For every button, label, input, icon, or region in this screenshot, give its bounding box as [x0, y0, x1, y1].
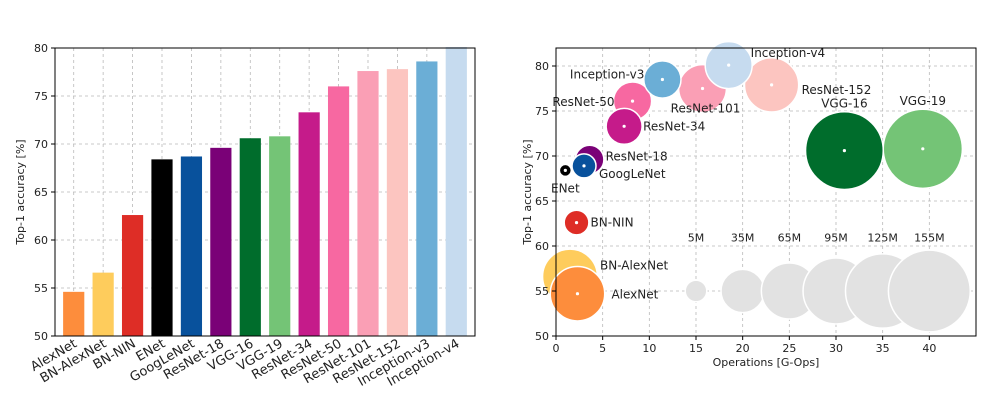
bubble-label: BN-AlexNet — [600, 259, 668, 273]
bubble-x-tick-label: 25 — [782, 342, 796, 355]
bubble-x-tick-label: 15 — [689, 342, 703, 355]
bubble-x-tick-label: 20 — [736, 342, 750, 355]
bubble-label: ResNet-152 — [802, 83, 872, 97]
bubble-x-tick-label: 10 — [642, 342, 656, 355]
bubble-center-dot — [630, 99, 635, 103]
bubble-label: ResNet-50 — [552, 95, 614, 109]
bubble-label: ResNet-18 — [606, 150, 668, 164]
bar-chart-bars — [63, 47, 467, 337]
bubble-y-tick-label: 75 — [535, 105, 549, 118]
bubble-center-dot — [563, 168, 567, 172]
bar-y-tick-label: 80 — [34, 42, 48, 55]
bubble-x-tick-label: 5 — [599, 342, 606, 355]
bar-resnet-34 — [298, 112, 320, 336]
bar-y-tick-label: 65 — [34, 186, 48, 199]
bubble-label: Inception-v4 — [751, 46, 825, 60]
bar-bn-alexnet — [92, 272, 114, 336]
bubble-chart-y-axis-label: Top-1 accuracy [%] — [521, 139, 534, 245]
bar-y-tick-label: 70 — [34, 138, 48, 151]
bubble-label: Inception-v3 — [570, 68, 644, 82]
bubble-x-tick-label: 0 — [553, 342, 560, 355]
bubble-chart-points — [541, 40, 964, 322]
bar-resnet-152 — [386, 69, 409, 337]
size-legend-label: 95M — [824, 232, 848, 245]
size-legend-bubble — [720, 268, 766, 314]
bar-enet — [151, 159, 173, 336]
bubble-center-dot — [700, 86, 705, 91]
bubble-center-dot — [660, 77, 665, 82]
size-legend-label: 155M — [914, 232, 945, 245]
bubble-y-tick-label: 70 — [535, 150, 549, 163]
size-legend-label: 65M — [778, 232, 802, 245]
bar-y-tick-label: 60 — [34, 234, 48, 247]
bubble-chart-x-axis-label: Operations [G-Ops] — [713, 356, 820, 369]
bubble-chart: 5M 35M 65M 95M 125M 155M AlexNet BN-AlexNet BN-… — [521, 40, 977, 369]
size-legend-bubble — [887, 249, 972, 333]
bubble-chart-size-legend: 5M 35M 65M 95M 125M 155M — [684, 232, 972, 333]
bar-chart-grid — [55, 47, 475, 337]
bar-chart: 50556065707580AlexNetBN-AlexNetBN-NINENe… — [14, 42, 476, 390]
size-legend-label: 125M — [867, 232, 898, 245]
bar-inception-v3 — [416, 61, 438, 336]
bar-chart-y-axis-label: Top-1 accuracy [%] — [14, 139, 27, 245]
bubble-center-dot — [842, 149, 847, 153]
bubble-y-tick-label: 65 — [535, 195, 549, 208]
bubble-center-dot — [574, 221, 579, 225]
bubble-x-tick-label: 35 — [876, 342, 890, 355]
bar-vgg-16 — [239, 138, 261, 336]
bar-resnet-101 — [357, 71, 379, 336]
bar-resnet-18 — [210, 147, 232, 336]
bubble-y-tick-label: 80 — [535, 60, 549, 73]
bubble-chart-ticks: 0 5 10 15 20 25 30 35 40 50 55 60 65 70 75 80 — [535, 60, 936, 355]
bar-y-tick-label: 55 — [34, 282, 48, 295]
bar-bn-nin — [121, 215, 144, 336]
bubble-label: VGG-19 — [900, 94, 946, 108]
bubble-center-dot — [622, 124, 626, 128]
bubble-center-dot — [727, 63, 731, 67]
bubble-chart-point-labels: AlexNet BN-AlexNet BN-NIN ENet GoogLeNet ResN… — [551, 46, 946, 302]
bubble-y-tick-label: 60 — [535, 240, 549, 253]
bubble-label: BN-NIN — [591, 216, 634, 230]
size-legend-label: 5M — [688, 232, 705, 245]
bubble-center-dot — [575, 292, 580, 296]
bubble-y-tick-label: 50 — [535, 330, 549, 343]
bubble-center-dot — [582, 164, 586, 168]
bar-y-tick-label: 50 — [34, 330, 48, 343]
bubble-chart-axes-frame — [555, 47, 977, 337]
bar-googlenet — [180, 156, 203, 336]
bar-alexnet — [63, 291, 85, 336]
bar-y-tick-label: 75 — [34, 90, 48, 103]
bubble-label: GoogLeNet — [599, 167, 666, 181]
bar-inception-v4 — [445, 47, 467, 336]
bubble-center-dot — [921, 147, 925, 151]
bubble-x-tick-label: 40 — [922, 342, 936, 355]
bubble-label: VGG-16 — [821, 97, 867, 111]
bubble-label: ResNet-101 — [671, 102, 741, 116]
bubble-label: ENet — [551, 181, 580, 195]
bar-chart-ticks: 50556065707580AlexNetBN-AlexNetBN-NINENe… — [28, 42, 462, 390]
bubble-x-tick-label: 30 — [829, 342, 843, 355]
bubble-center-dot — [770, 83, 774, 87]
size-legend-label: 35M — [731, 232, 755, 245]
bar-resnet-50 — [327, 86, 350, 337]
bubble-label: AlexNet — [611, 288, 658, 302]
bar-vgg-19 — [269, 136, 291, 336]
size-legend-bubble — [684, 279, 708, 303]
bubble-y-tick-label: 55 — [535, 285, 549, 298]
bubble-label: ResNet-34 — [643, 119, 705, 133]
